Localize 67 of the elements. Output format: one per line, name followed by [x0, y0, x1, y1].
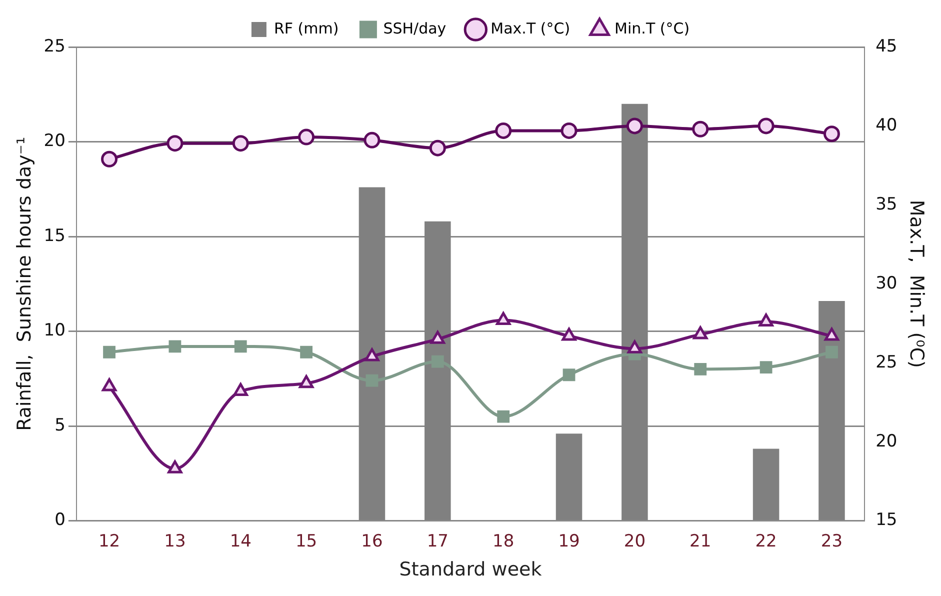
point: [495, 122, 512, 139]
legend-label: Max.T (°C): [490, 19, 570, 38]
y2-tick-label: 40: [876, 115, 898, 136]
point: [366, 374, 378, 387]
y-tick-label: 10: [44, 320, 66, 341]
y-tick-label: 15: [44, 226, 66, 246]
point: [168, 460, 182, 474]
point: [103, 346, 116, 358]
point: [232, 135, 249, 152]
x-tick-label: 13: [164, 531, 186, 552]
point: [562, 368, 576, 382]
point: [823, 126, 840, 142]
point: [694, 362, 707, 376]
y2-tick-label: 45: [876, 36, 898, 56]
x-tick-label: 16: [361, 531, 383, 552]
x-tick-label: 23: [820, 531, 843, 552]
point: [429, 140, 446, 156]
point: [298, 375, 314, 388]
x-tick-label: 15: [295, 531, 318, 552]
y-tick-label: 0: [54, 510, 66, 530]
x-tick-label: 21: [690, 531, 712, 552]
y2-tick-label: 15: [876, 510, 898, 530]
point: [364, 348, 380, 362]
y-tick-label: 25: [44, 36, 66, 56]
point: [431, 355, 444, 368]
y-tick-label: 5: [54, 415, 66, 436]
legend-label: SSH/day: [383, 19, 446, 38]
y2-tick-label: 35: [876, 194, 898, 214]
point: [430, 330, 445, 344]
point: [627, 340, 642, 354]
y2-tick-label: 25: [876, 352, 898, 372]
legend-label: Min.T (°C): [614, 19, 690, 38]
point: [102, 378, 117, 392]
point: [692, 120, 709, 138]
y2-tick-label: 30: [876, 273, 898, 294]
point: [166, 135, 184, 152]
point: [562, 328, 576, 341]
point: [758, 314, 774, 327]
point: [760, 361, 772, 374]
legend-label: RF (mm): [274, 19, 339, 38]
point: [168, 340, 182, 353]
y-axis-title: Rainfall, Sunshine hours day⁻¹: [13, 136, 36, 431]
x-tick-label: 17: [426, 531, 448, 552]
point: [693, 326, 708, 340]
point: [364, 132, 380, 148]
x-tick-label: 20: [624, 531, 646, 552]
point: [758, 118, 774, 134]
point: [626, 118, 643, 134]
point: [824, 328, 840, 341]
point: [233, 383, 248, 396]
x-tick-label: 22: [755, 531, 777, 552]
y2-tick-label: 20: [876, 431, 898, 452]
point: [496, 312, 511, 325]
x-axis-title: Standard week: [399, 558, 542, 581]
point: [234, 340, 247, 353]
y2-axis-title: Max.T, Min.T (⁰C): [906, 200, 928, 368]
x-tick-label: 18: [492, 531, 514, 552]
y-tick-label: 20: [44, 131, 66, 152]
point: [826, 346, 838, 358]
x-tick-label: 14: [230, 531, 252, 552]
point: [298, 128, 315, 146]
point: [300, 346, 313, 358]
point: [560, 122, 578, 139]
x-tick-label: 19: [558, 531, 580, 552]
point: [497, 410, 510, 423]
point: [101, 150, 118, 168]
x-tick-label: 12: [98, 531, 120, 552]
